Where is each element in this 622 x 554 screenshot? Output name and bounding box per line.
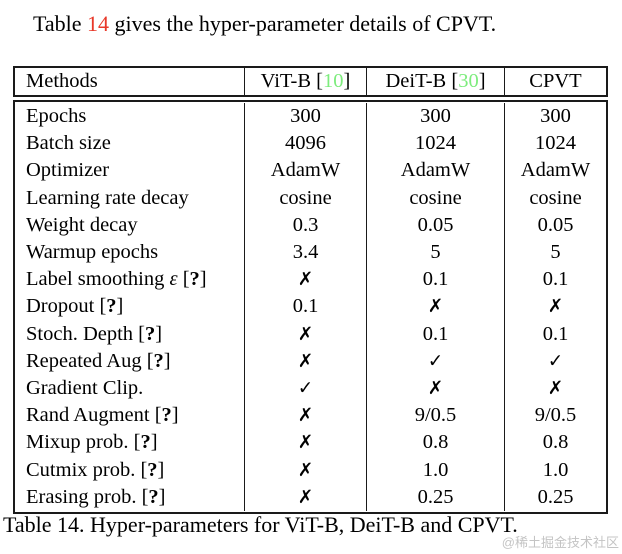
intro-sentence: Table 14 gives the hyper-parameter detai… bbox=[33, 11, 496, 37]
row-label: Learning rate decay bbox=[15, 184, 245, 212]
cell-deit-b: 300 bbox=[367, 103, 505, 131]
row-label: Dropout [?] bbox=[15, 293, 245, 321]
cell-deit-b: 0.05 bbox=[367, 211, 505, 240]
intro-text-after: gives the hyper-parameter details of CPV… bbox=[109, 11, 497, 36]
row-label: Stoch. Depth [?] bbox=[15, 320, 245, 348]
row-label: Gradient Clip. bbox=[15, 375, 245, 403]
citation-link[interactable]: 10 bbox=[323, 70, 344, 92]
cell-deit-b: 1024 bbox=[367, 130, 505, 158]
row-label: Erasing prob. [?] bbox=[15, 483, 245, 512]
cell-vit-b: ✗ bbox=[245, 347, 367, 376]
watermark: @稀土掘金技术社区 bbox=[501, 535, 619, 550]
cell-deit-b: ✗ bbox=[367, 375, 505, 403]
column-header-deit-b: DeiT-B [30] bbox=[367, 68, 505, 95]
row-label: Epochs bbox=[15, 103, 245, 131]
cell-deit-b: 0.1 bbox=[367, 266, 505, 294]
missing-citation[interactable]: ? bbox=[153, 349, 164, 372]
cell-cpvt: 300 bbox=[540, 105, 571, 127]
table-row: Stoch. Depth [?] ✗ 0.1 0.1 bbox=[15, 320, 606, 348]
row-label: Repeated Aug [?] bbox=[15, 347, 245, 376]
cell-deit-b: 9/0.5 bbox=[367, 402, 505, 430]
cell-cpvt: 0.1 bbox=[542, 268, 569, 291]
table-row: Dropout [?] 0.1 ✗ ✗ bbox=[15, 293, 606, 321]
table-row: Cutmix prob. [?] ✗ 1.0 1.0 bbox=[15, 456, 606, 484]
cell-vit-b: 0.1 bbox=[245, 293, 367, 321]
cell-cpvt: ✗ bbox=[547, 378, 564, 400]
row-label: Warmup epochs bbox=[15, 239, 245, 267]
cell-deit-b: 0.8 bbox=[367, 429, 505, 457]
row-label: Weight decay bbox=[15, 211, 245, 240]
column-header-methods: Methods bbox=[15, 68, 245, 95]
cell-cpvt: 0.25 bbox=[537, 485, 574, 508]
missing-citation[interactable]: ? bbox=[106, 295, 117, 318]
table-row: Rand Augment [?] ✗ 9/0.5 9/0.5 bbox=[15, 402, 606, 430]
cell-vit-b: ✗ bbox=[245, 402, 367, 430]
missing-citation[interactable]: ? bbox=[147, 458, 158, 481]
cell-cpvt: cosine bbox=[529, 186, 582, 209]
cell-vit-b: 0.3 bbox=[245, 211, 367, 240]
epsilon-symbol: ε bbox=[169, 268, 178, 291]
cell-cpvt: 1.0 bbox=[542, 458, 569, 481]
table-row: Repeated Aug [?] ✗ ✓ ✓ bbox=[15, 347, 606, 376]
cell-cpvt: 0.05 bbox=[537, 213, 574, 236]
cell-cpvt: ✗ bbox=[547, 296, 564, 318]
table-row: Warmup epochs 3.4 5 5 bbox=[15, 239, 606, 267]
column-header-vit-b: ViT-B [10] bbox=[245, 68, 367, 95]
cell-vit-b: ✗ bbox=[245, 266, 367, 294]
cell-vit-b: 4096 bbox=[245, 130, 367, 158]
cell-vit-b: cosine bbox=[245, 184, 367, 212]
cell-vit-b: ✗ bbox=[245, 456, 367, 484]
cell-vit-b: AdamW bbox=[245, 157, 367, 185]
cell-cpvt: 0.8 bbox=[542, 431, 569, 454]
cell-deit-b: 0.25 bbox=[367, 483, 505, 512]
cell-vit-b: ✗ bbox=[245, 483, 367, 512]
row-label: Mixup prob. [?] bbox=[15, 429, 245, 457]
table-body: Epochs 300 300 300 Batch size 4096 1024 … bbox=[13, 100, 608, 515]
row-label: Batch size bbox=[15, 130, 245, 158]
citation-link[interactable]: 30 bbox=[458, 70, 479, 92]
intro-text-before: Table bbox=[33, 11, 88, 36]
table-row: Epochs 300 300 300 bbox=[15, 103, 606, 131]
row-label: Cutmix prob. [?] bbox=[15, 456, 245, 484]
table-row: Mixup prob. [?] ✗ 0.8 0.8 bbox=[15, 429, 606, 457]
table-row: Batch size 4096 1024 1024 bbox=[15, 130, 606, 158]
cell-deit-b: AdamW bbox=[367, 157, 505, 185]
cell-cpvt: ✓ bbox=[547, 350, 564, 372]
cell-cpvt: 5 bbox=[550, 241, 561, 264]
row-label: Label smoothing ε [?] bbox=[15, 266, 245, 294]
cell-deit-b: 1.0 bbox=[367, 456, 505, 484]
row-label: Optimizer bbox=[15, 157, 245, 185]
table-row: Optimizer AdamW AdamW AdamW bbox=[15, 157, 606, 185]
table-row: Learning rate decay cosine cosine cosine bbox=[15, 184, 606, 212]
table-row: Erasing prob. [?] ✗ 0.25 0.25 bbox=[15, 483, 606, 512]
cell-cpvt: 9/0.5 bbox=[534, 404, 577, 427]
cell-deit-b: ✗ bbox=[367, 293, 505, 321]
hyperparameter-table: Methods ViT-B [10] DeiT-B [30] CPVT Epochs… bbox=[13, 66, 608, 515]
cell-cpvt: AdamW bbox=[520, 159, 591, 182]
cell-cpvt: 1024 bbox=[535, 132, 576, 155]
missing-citation[interactable]: ? bbox=[140, 431, 151, 454]
table-caption: Table 14. Hyper-parameters for ViT-B, De… bbox=[3, 512, 518, 537]
table-row: Label smoothing ε [?] ✗ 0.1 0.1 bbox=[15, 266, 606, 294]
missing-citation[interactable]: ? bbox=[145, 322, 156, 345]
cell-vit-b: ✓ bbox=[245, 375, 367, 403]
cell-deit-b: 0.1 bbox=[367, 320, 505, 348]
cell-cpvt: 0.1 bbox=[542, 322, 569, 345]
column-header-cpvt: CPVT bbox=[529, 70, 582, 92]
cell-deit-b: ✓ bbox=[367, 347, 505, 376]
cell-vit-b: ✗ bbox=[245, 320, 367, 348]
missing-citation[interactable]: ? bbox=[148, 485, 159, 508]
table-ref-link[interactable]: 14 bbox=[87, 11, 110, 36]
cell-vit-b: ✗ bbox=[245, 429, 367, 457]
cell-vit-b: 3.4 bbox=[245, 239, 367, 267]
table-row: Gradient Clip. ✓ ✗ ✗ bbox=[15, 375, 606, 403]
row-label: Rand Augment [?] bbox=[15, 402, 245, 430]
table-header-row: Methods ViT-B [10] DeiT-B [30] CPVT bbox=[13, 66, 608, 97]
missing-citation[interactable]: ? bbox=[189, 268, 200, 291]
cell-deit-b: cosine bbox=[367, 184, 505, 212]
missing-citation[interactable]: ? bbox=[161, 404, 172, 427]
cell-vit-b: 300 bbox=[245, 103, 367, 131]
table-row: Weight decay 0.3 0.05 0.05 bbox=[15, 211, 606, 240]
cell-deit-b: 5 bbox=[367, 239, 505, 267]
